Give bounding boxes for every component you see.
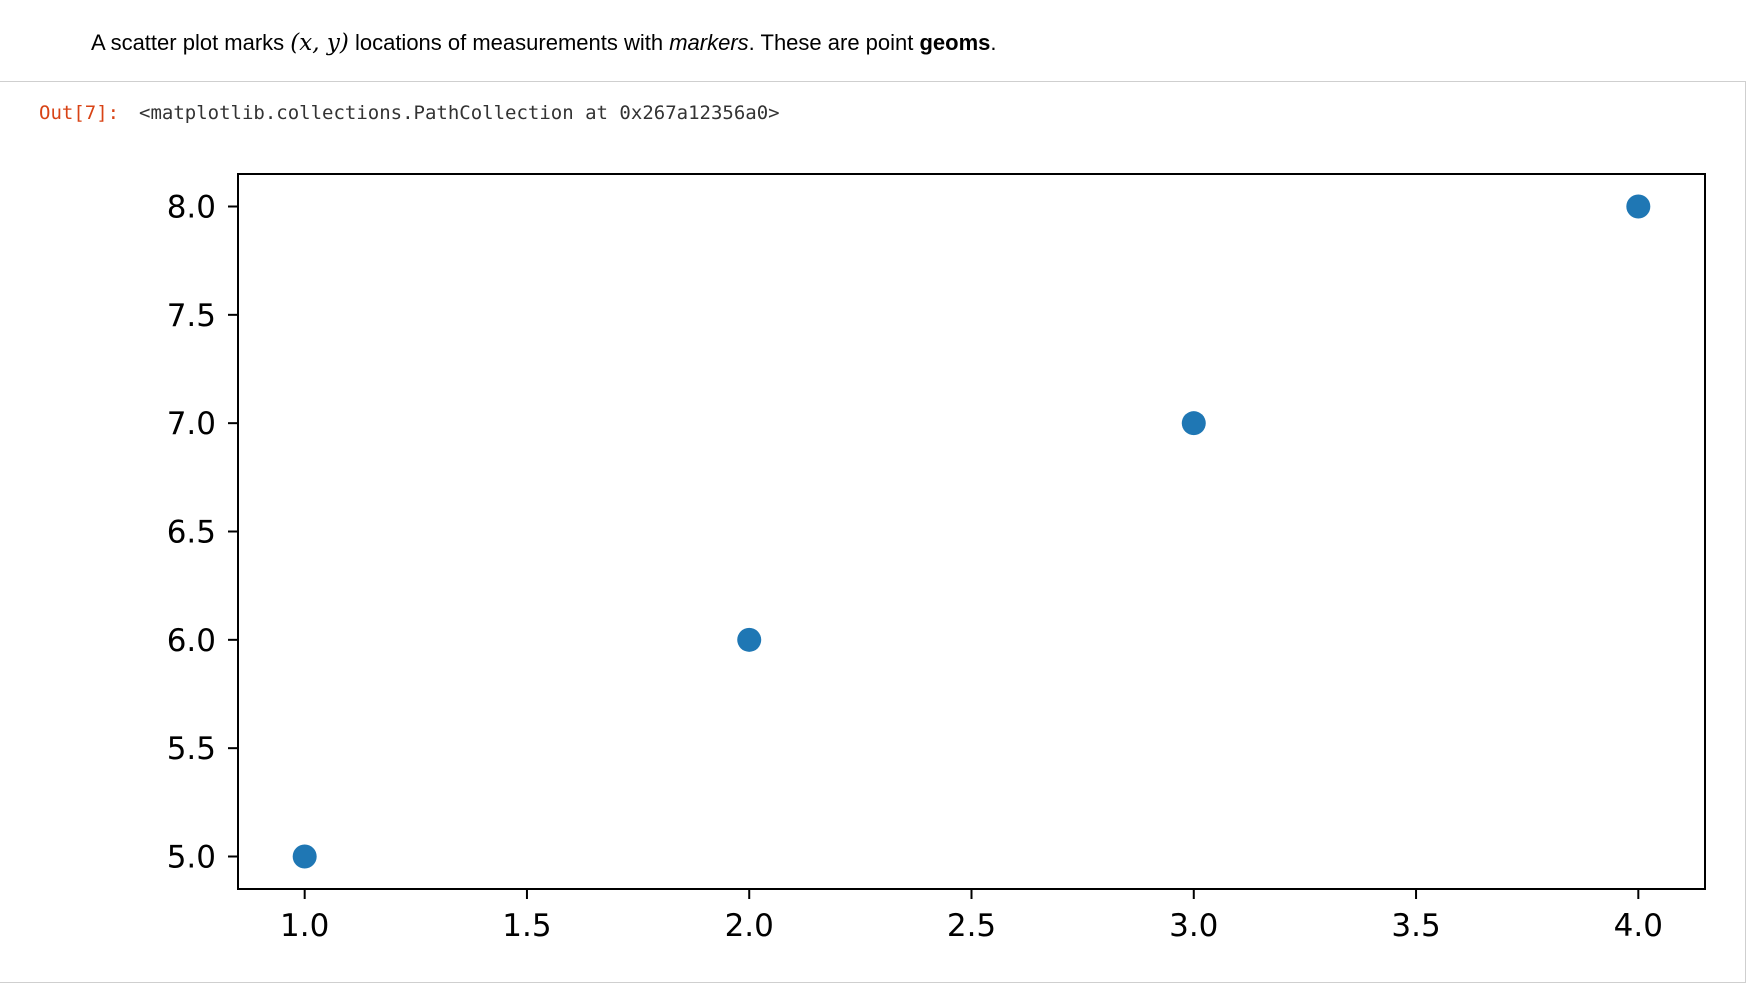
scatter-point <box>1181 411 1206 436</box>
markdown-text-middle2: . These are point <box>748 30 920 55</box>
x-tick-label: 1.5 <box>502 908 551 944</box>
y-tick-label: 7.5 <box>167 298 216 334</box>
scatter-point <box>292 844 317 869</box>
y-tick-label: 7.0 <box>167 406 216 442</box>
markdown-text-middle: locations of measurements with <box>348 30 670 55</box>
math-expression: (x, y) <box>290 30 349 56</box>
x-tick-label: 3.0 <box>1169 908 1218 944</box>
output-prompt: Out[7]: <box>39 102 120 124</box>
y-tick-label: 6.0 <box>167 623 216 659</box>
markdown-cell: A scatter plot marks (x, y) locations of… <box>91 26 997 60</box>
scatter-point <box>1626 194 1651 219</box>
markdown-text-prefix: A scatter plot marks <box>91 30 291 55</box>
x-tick-label: 2.5 <box>947 908 996 944</box>
x-tick-label: 4.0 <box>1614 908 1663 944</box>
output-area <box>0 81 1746 983</box>
y-tick-label: 5.0 <box>167 840 216 876</box>
emphasis-text: markers <box>669 30 749 55</box>
y-tick-label: 8.0 <box>167 190 216 226</box>
x-tick-label: 3.5 <box>1391 908 1440 944</box>
x-tick-label: 1.0 <box>280 908 329 944</box>
scatter-point <box>737 627 762 652</box>
y-tick-label: 6.5 <box>167 515 216 551</box>
y-tick-label: 5.5 <box>167 731 216 767</box>
output-text: <matplotlib.collections.PathCollection a… <box>139 102 780 124</box>
markdown-text-suffix: . <box>990 30 997 55</box>
strong-text: geoms <box>919 30 991 55</box>
x-tick-label: 2.0 <box>725 908 774 944</box>
plot-frame <box>237 173 1706 890</box>
